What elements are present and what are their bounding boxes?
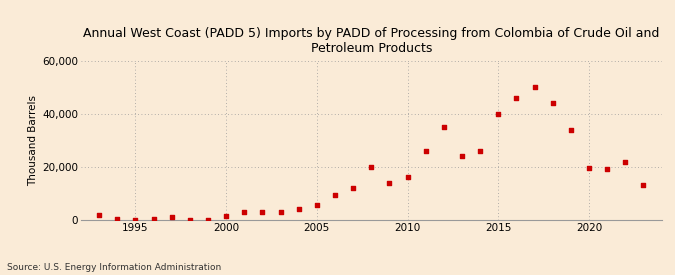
Point [421, 149, 431, 153]
Point [366, 165, 377, 169]
Point [202, 218, 213, 222]
Point [94, 213, 105, 218]
Point [329, 192, 340, 197]
Point [311, 203, 322, 208]
Point [620, 159, 630, 164]
Point [511, 95, 522, 100]
Point [384, 181, 395, 185]
Text: Source: U.S. Energy Information Administration: Source: U.S. Energy Information Administ… [7, 263, 221, 272]
Point [348, 186, 358, 190]
Point [239, 210, 250, 214]
Point [293, 207, 304, 211]
Point [402, 175, 413, 180]
Point [529, 85, 540, 89]
Point [130, 218, 141, 222]
Point [148, 217, 159, 222]
Point [566, 127, 576, 132]
Point [257, 210, 268, 214]
Point [184, 218, 195, 222]
Point [547, 101, 558, 105]
Point [456, 154, 467, 158]
Point [638, 183, 649, 188]
Point [493, 111, 504, 116]
Point [601, 167, 612, 172]
Point [439, 125, 450, 129]
Title: Annual West Coast (PADD 5) Imports by PADD of Processing from Colombia of Crude : Annual West Coast (PADD 5) Imports by PA… [83, 27, 659, 55]
Y-axis label: Thousand Barrels: Thousand Barrels [28, 95, 38, 186]
Point [221, 214, 232, 218]
Point [275, 210, 286, 214]
Point [475, 149, 485, 153]
Point [112, 217, 123, 221]
Point [166, 214, 177, 219]
Point [583, 166, 594, 170]
